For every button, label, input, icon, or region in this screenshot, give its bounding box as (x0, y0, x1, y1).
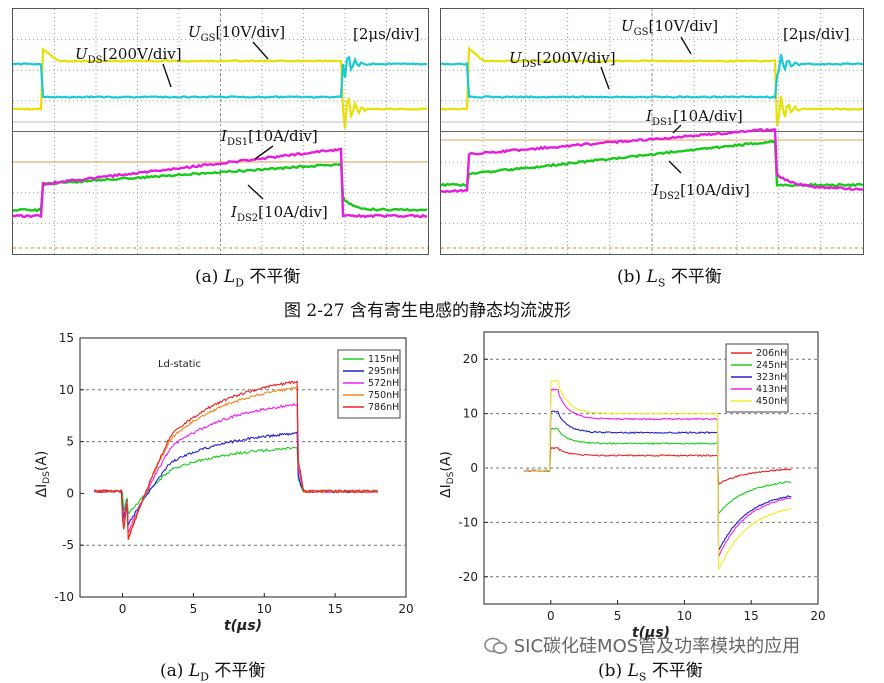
label-rest: [200V/div] (103, 45, 182, 63)
x-tick-label: 20 (810, 609, 825, 623)
scope-a-caption: (a) LD 不平衡 (195, 262, 300, 289)
scope-a-svg: UGS[10V/div]UDS[200V/div]IDS1[10A/div]ID… (13, 9, 428, 254)
caption-text: 不平衡 (214, 661, 265, 681)
x-tick-label: 0 (119, 602, 127, 616)
scope-b-svg: UGS[10V/div]UDS[200V/div]IDS1[10A/div]ID… (441, 9, 863, 254)
x-tick-label: 20 (398, 602, 413, 616)
x-tick-label: 5 (614, 609, 622, 623)
y-tick-label: -20 (458, 570, 478, 584)
legend-label: 786nH (368, 402, 399, 413)
x-tick-label: 10 (677, 609, 692, 623)
caption-var: L (647, 267, 658, 287)
caption-prefix: (a) (195, 267, 218, 287)
label-sub: DS1 (652, 117, 673, 128)
label-sub: DS (88, 55, 103, 66)
x-tick-label: 15 (744, 609, 759, 623)
x-tick-label: 5 (190, 602, 198, 616)
series-line-245nH (524, 428, 791, 514)
label-rest: [10A/div] (258, 203, 328, 221)
label-sub: DS (522, 59, 537, 70)
y-label-sub: DS (42, 471, 52, 484)
label-rest: [10V/div] (216, 23, 286, 41)
y-label-rest: (A) (440, 451, 454, 472)
y-tick-label: 10 (463, 407, 478, 421)
series-line-323nH (524, 411, 791, 550)
caption-var: L (628, 661, 639, 681)
caption-text: 不平衡 (249, 267, 300, 287)
figure-title: 图 2-27 含有寄生电感的静态均流波形 (284, 296, 571, 321)
caption-sub: S (639, 670, 647, 683)
label-rest: [10A/div] (248, 127, 318, 145)
timebase-label: [2μs/div] (783, 25, 850, 43)
legend-label: 750nH (368, 390, 399, 401)
caption-prefix: (b) (617, 267, 641, 287)
label-sub: DS1 (227, 137, 248, 148)
series-line-295nH (94, 432, 378, 525)
caption-text: 不平衡 (652, 661, 703, 681)
wechat-icon (484, 637, 508, 655)
caption-var: L (224, 267, 235, 287)
caption-text: 不平衡 (671, 267, 722, 287)
chart-b-caption: (b) LS 不平衡 (598, 656, 703, 683)
y-axis-label: ΔIDS(A) (440, 451, 456, 498)
series-line-115nH (94, 447, 378, 513)
y-label-main: ΔI (440, 484, 454, 498)
scope-panel-b: UGS[10V/div] UDS[200V/div] IDS1[10A/div] ID… (440, 8, 864, 255)
legend-label: 323nH (756, 372, 787, 383)
caption-sub: D (200, 670, 209, 683)
chart-title: Ld-static (158, 359, 201, 370)
y-label-rest: (A) (34, 451, 50, 472)
caption-prefix: (a) (160, 661, 183, 681)
y-tick-label: 0 (66, 486, 74, 500)
y-tick-label: 10 (59, 383, 74, 397)
label-rest: [10A/div] (673, 107, 743, 125)
watermark: SIC碳化硅MOS管及功率模块的应用 (484, 632, 800, 658)
legend-label: 295nH (368, 366, 399, 377)
legend-label: 245nH (756, 360, 787, 371)
y-tick-label: 20 (463, 352, 478, 366)
legend-label: 572nH (368, 378, 399, 389)
chart-b: -20 -10 0 10 20 0 5 10 15 20 t(μs) ΔIDS(A) 206nH245n… (440, 322, 870, 662)
label-rest: [200V/div] (537, 49, 616, 67)
legend-label: 413nH (756, 384, 787, 395)
series-line-786nH (94, 381, 378, 540)
chart-a: -10 -5 0 5 10 15 0 5 10 15 20 t(μs) ΔIDS(A) Ld-static… (0, 322, 430, 662)
y-label-main: ΔI (34, 484, 50, 498)
scope-b-caption: (b) LS 不平衡 (617, 262, 722, 289)
x-tick-label: 10 (257, 602, 272, 616)
label-rest: [10V/div] (649, 17, 719, 35)
y-tick-label: 15 (59, 331, 74, 345)
label-sub: DS2 (237, 213, 258, 224)
y-tick-label: -10 (54, 590, 74, 604)
caption-sub: S (658, 276, 666, 289)
y-tick-label: 5 (66, 435, 74, 449)
y-tick-label: -10 (458, 515, 478, 529)
label-sub: DS2 (659, 191, 680, 202)
x-axis-label: t(μs) (224, 618, 262, 634)
caption-prefix: (b) (598, 661, 622, 681)
x-tick-label: 0 (547, 609, 555, 623)
y-tick-label: -5 (62, 538, 74, 552)
timebase-label: [2μs/div] (353, 25, 420, 43)
caption-var: L (189, 661, 200, 681)
chart-a-caption: (a) LD 不平衡 (160, 656, 265, 683)
label-sub: GS (634, 27, 649, 38)
label-sub: GS (201, 33, 216, 44)
legend-label: 115nH (368, 354, 399, 365)
watermark-text: SIC碳化硅MOS管及功率模块的应用 (514, 636, 800, 657)
label-rest: [10A/div] (680, 181, 750, 199)
series-line-206nH (524, 447, 791, 484)
y-tick-label: 0 (470, 461, 478, 475)
scope-panel-a: UGS[10V/div] UDS[200V/div] IDS1[10A/div] ID… (12, 8, 429, 255)
legend-label: 206nH (756, 348, 787, 359)
legend-label: 450nH (756, 396, 787, 407)
y-label-sub: DS (446, 471, 456, 484)
x-tick-label: 15 (327, 602, 342, 616)
y-axis-label: ΔIDS(A) (34, 451, 52, 498)
caption-sub: D (235, 276, 244, 289)
